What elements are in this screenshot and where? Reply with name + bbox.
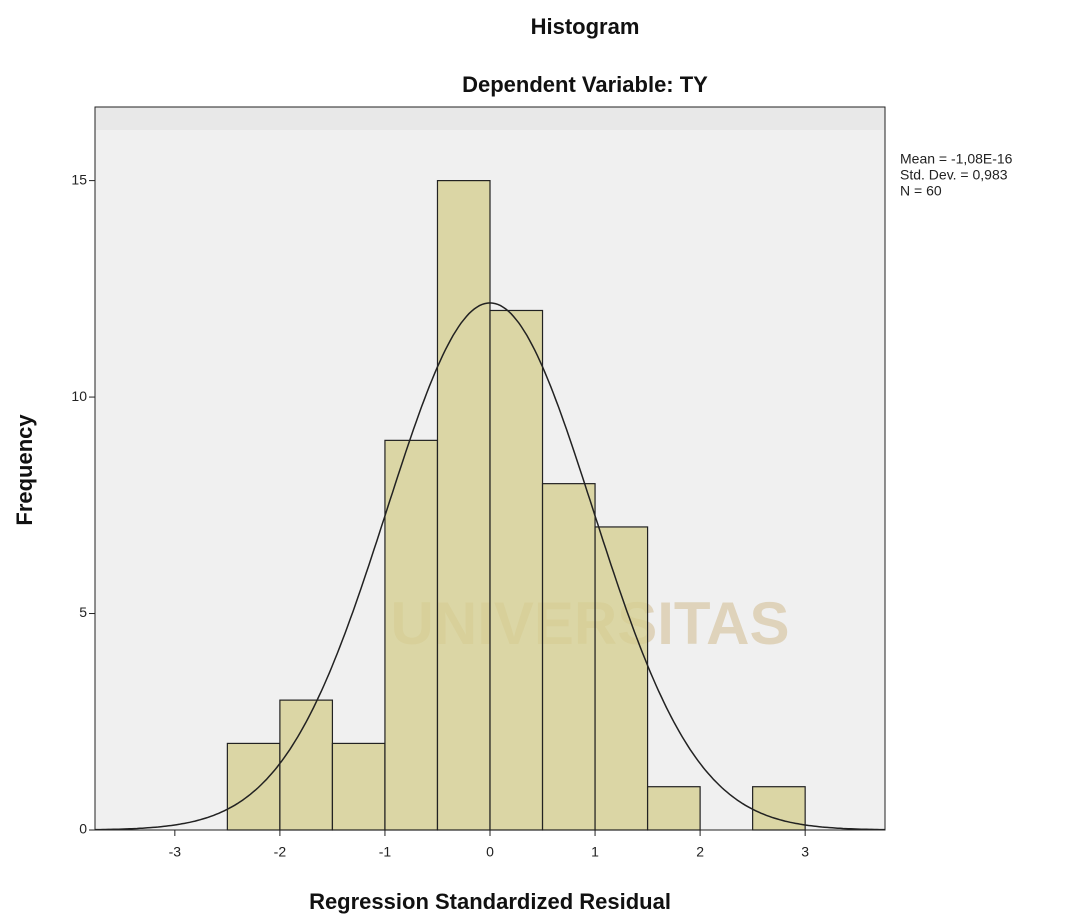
stats-label: N = 60 [900, 183, 942, 199]
bar [595, 527, 648, 830]
x-tick-label: 0 [486, 844, 494, 860]
x-tick-label: 3 [801, 844, 809, 860]
x-tick-label: -1 [379, 844, 392, 860]
x-tick-label: 2 [696, 844, 704, 860]
x-tick-label: -3 [169, 844, 182, 860]
x-tick-label: 1 [591, 844, 599, 860]
x-tick-label: -2 [274, 844, 287, 860]
y-tick-label: 10 [71, 388, 87, 404]
chart-title: Histogram [531, 14, 640, 39]
stats-label: Mean = -1,08E-16 [900, 151, 1013, 167]
bar [385, 440, 438, 830]
y-tick-label: 15 [71, 171, 87, 187]
x-axis-label: Regression Standardized Residual [309, 889, 671, 914]
stats-label: Std. Dev. = 0,983 [900, 167, 1008, 183]
plot-top-band [95, 107, 885, 130]
bar [648, 787, 701, 830]
bar [280, 700, 333, 830]
chart-subtitle: Dependent Variable: TY [462, 72, 708, 97]
bar [332, 743, 385, 830]
y-axis-label: Frequency [12, 414, 37, 526]
chart: Histogram Dependent Variable: TY Regress… [0, 0, 1067, 920]
y-tick-label: 0 [79, 821, 87, 837]
y-tick-label: 5 [79, 604, 87, 620]
bar [437, 181, 490, 830]
bar [227, 743, 280, 830]
bar [490, 310, 543, 830]
bar [543, 484, 596, 830]
